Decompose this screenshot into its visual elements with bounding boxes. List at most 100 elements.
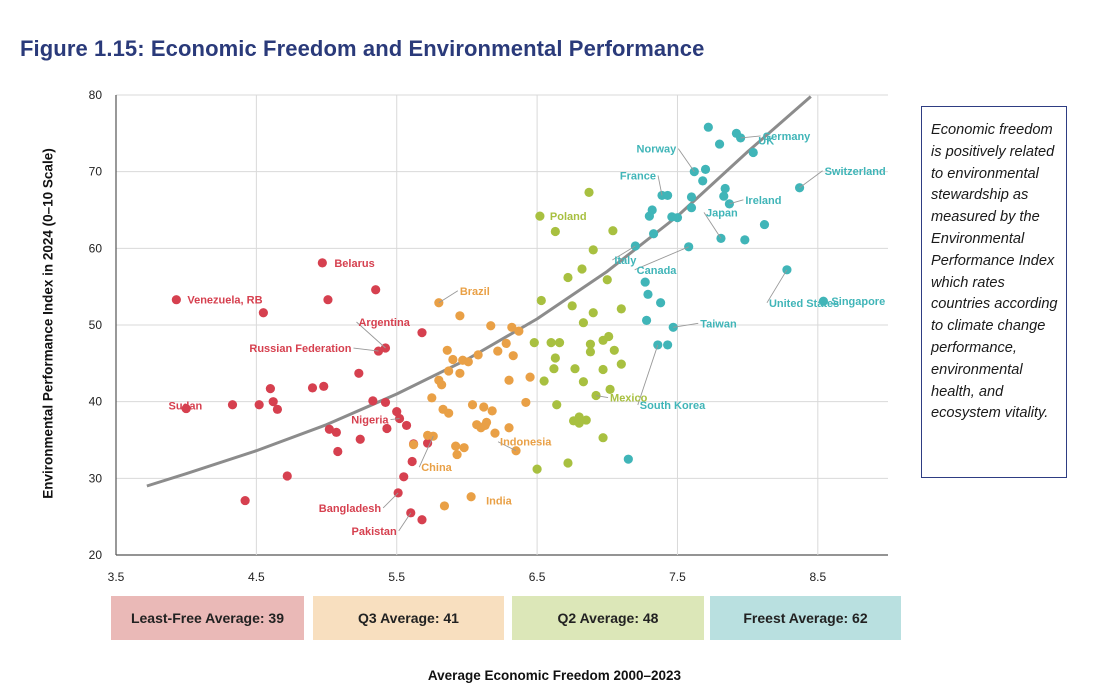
annotation-label: Venezuela, RB — [187, 295, 262, 307]
annotation-label: United States — [769, 298, 839, 310]
annotation-label: Bangladesh — [319, 503, 382, 515]
annotation-leader — [438, 290, 459, 304]
annotation-leader — [595, 395, 609, 398]
data-point-least-free — [417, 515, 427, 525]
data-point-q2 — [598, 364, 608, 375]
data-point-freest — [647, 205, 657, 215]
annotation-label: Indonesia — [500, 437, 552, 449]
data-point-least-free — [319, 381, 329, 391]
data-point-least-free — [240, 495, 250, 506]
data-point-freest — [686, 192, 697, 202]
data-point-q3 — [507, 322, 517, 332]
annotation-leader — [418, 435, 434, 468]
data-point-q2 — [539, 376, 549, 386]
data-point-least-free — [333, 446, 343, 457]
annotation-label: Poland — [550, 211, 587, 223]
data-point-freest — [643, 289, 653, 299]
annotation-label: Ireland — [745, 195, 781, 207]
data-point-q3 — [442, 345, 452, 355]
data-point-q2 — [570, 364, 580, 374]
data-point-q3 — [459, 443, 469, 453]
annotation-leader — [766, 269, 788, 304]
annotation-leader — [703, 212, 722, 239]
data-point-freest — [653, 340, 663, 350]
annotation-label: Taiwan — [700, 318, 737, 330]
x-tick-label: 4.5 — [248, 570, 265, 584]
y-axis-label: Environmental Performance Index in 2024 … — [40, 148, 56, 499]
data-point-q3 — [444, 408, 454, 418]
annotation-leader — [634, 246, 689, 271]
data-point-least-free — [355, 434, 365, 444]
data-point-q2 — [567, 301, 577, 311]
y-tick-label: 70 — [89, 165, 103, 179]
quartile-label: Q3 Average: 41 — [358, 610, 459, 626]
annotation-label: Sudan — [169, 401, 203, 413]
data-point-q3 — [508, 351, 518, 361]
data-point-least-free — [368, 396, 378, 406]
data-point-q2 — [604, 331, 614, 342]
annotation-label: Singapore — [831, 296, 885, 308]
data-point-q2 — [608, 226, 618, 236]
data-point-least-free — [227, 400, 238, 410]
x-tick-label: 5.5 — [388, 570, 405, 584]
data-point-q2 — [578, 318, 589, 328]
data-point-least-free — [382, 423, 392, 434]
annotation-label: Canada — [637, 265, 678, 277]
data-point-q3 — [463, 357, 473, 367]
data-point-least-free — [307, 383, 318, 393]
annotation-leader — [740, 135, 761, 139]
annotation-label: France — [620, 170, 656, 182]
data-point-q2 — [598, 433, 608, 443]
data-point-q3 — [493, 346, 503, 356]
annotation-leader — [390, 418, 400, 420]
x-axis-label: Average Economic Freedom 2000–2023 — [427, 668, 682, 683]
annotation-leader — [657, 175, 663, 196]
data-point-q2 — [532, 464, 542, 474]
data-point-least-free — [417, 328, 427, 338]
callout-text: Economic freedom is positively related t… — [931, 122, 1058, 422]
data-point-least-free — [323, 295, 333, 305]
data-point-q3 — [486, 321, 496, 331]
data-point-freest — [684, 242, 694, 252]
data-point-least-free — [265, 384, 275, 394]
annotation-label: South Korea — [640, 400, 706, 412]
data-point-q2 — [588, 308, 598, 318]
annotation-label: Italy — [614, 255, 637, 267]
annotation-label: India — [486, 496, 513, 508]
data-point-q3 — [514, 326, 524, 336]
data-point-q3 — [444, 366, 454, 376]
quartile-label: Q2 Average: 48 — [557, 610, 659, 626]
data-point-q2 — [554, 338, 565, 348]
annotation-leader — [382, 492, 399, 509]
data-point-q2 — [578, 377, 589, 387]
data-point-q2 — [574, 418, 584, 428]
data-point-q2 — [609, 345, 619, 355]
data-point-q2 — [616, 359, 626, 369]
annotation-label: Mexico — [610, 393, 648, 405]
y-tick-label: 80 — [89, 88, 103, 102]
data-point-q2 — [588, 245, 598, 255]
data-point-q2 — [581, 415, 591, 425]
data-point-q3 — [490, 428, 500, 438]
data-point-q2 — [616, 304, 626, 314]
y-tick-label: 40 — [89, 395, 103, 409]
x-tick-label: 3.5 — [108, 570, 125, 584]
data-point-freest — [818, 296, 829, 306]
data-point-least-free — [258, 308, 268, 318]
annotation-leader — [729, 199, 744, 205]
annotation-leader — [356, 321, 386, 349]
data-point-q3 — [504, 375, 514, 385]
data-point-q3 — [437, 380, 447, 390]
data-point-freest — [640, 277, 650, 287]
data-point-least-free — [399, 472, 409, 482]
data-point-q2 — [577, 264, 587, 274]
data-point-least-free — [354, 368, 364, 378]
data-point-least-free — [401, 420, 412, 431]
data-point-freest — [630, 241, 640, 251]
data-point-q2 — [605, 384, 615, 394]
data-point-q3 — [487, 406, 497, 416]
data-point-least-free — [423, 438, 433, 448]
annotation-leader — [497, 441, 517, 452]
quartile-box-freest: Freest Average: 62 — [710, 596, 901, 640]
annotation-leader — [677, 148, 695, 172]
